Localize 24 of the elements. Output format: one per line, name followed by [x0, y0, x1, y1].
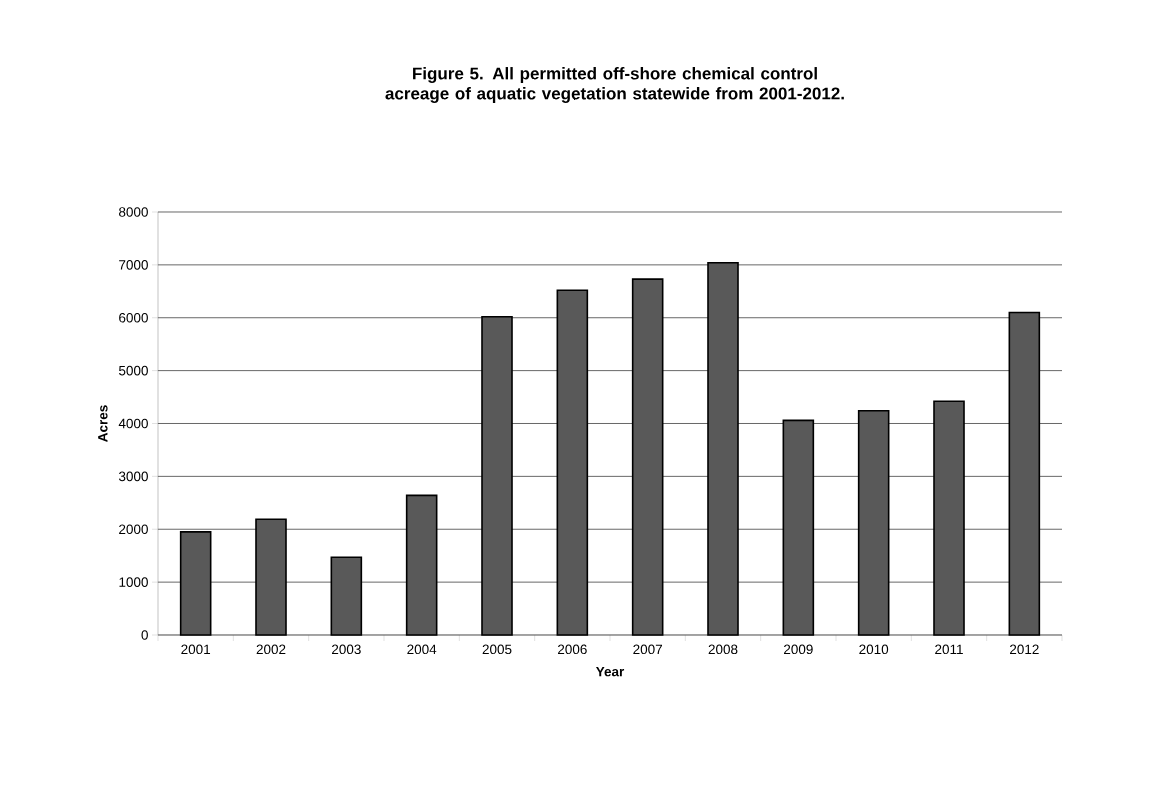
x-tick-label: 2007 — [633, 644, 663, 655]
y-tick-label: 2000 — [119, 524, 148, 535]
y-tick-label: 4000 — [118, 418, 148, 429]
chart-title: Figure 5. All permitted off-shore chemical control acreage of aquatic vegetation statewide from 2001-2012. — [385, 67, 844, 103]
y-tick-label: 1000 — [119, 577, 148, 587]
y-tick-label: 5000 — [118, 365, 148, 376]
y-tick-label: 8000 — [119, 207, 148, 217]
y-tick-label: 0 — [141, 630, 148, 640]
y-tick-label: 3000 — [118, 471, 148, 482]
x-tick-label: 2012 — [1010, 644, 1039, 655]
x-tick-label: 2003 — [331, 644, 361, 655]
x-tick-label: 2002 — [256, 644, 286, 655]
x-tick-label: 2010 — [859, 644, 889, 655]
x-axis-title: Year — [595, 666, 625, 677]
x-tick-label: 2008 — [708, 644, 738, 655]
y-tick-label: 7000 — [119, 260, 148, 270]
x-tick-label: 2009 — [784, 644, 813, 655]
y-axis-title: Acres — [98, 405, 108, 442]
x-tick-label: 2006 — [558, 644, 587, 655]
x-tick-label: 2001 — [181, 644, 211, 655]
y-tick-label: 6000 — [119, 312, 148, 323]
x-tick-label: 2004 — [407, 644, 437, 655]
x-tick-label: 2005 — [482, 644, 512, 655]
x-tick-label: 2011 — [935, 644, 963, 655]
